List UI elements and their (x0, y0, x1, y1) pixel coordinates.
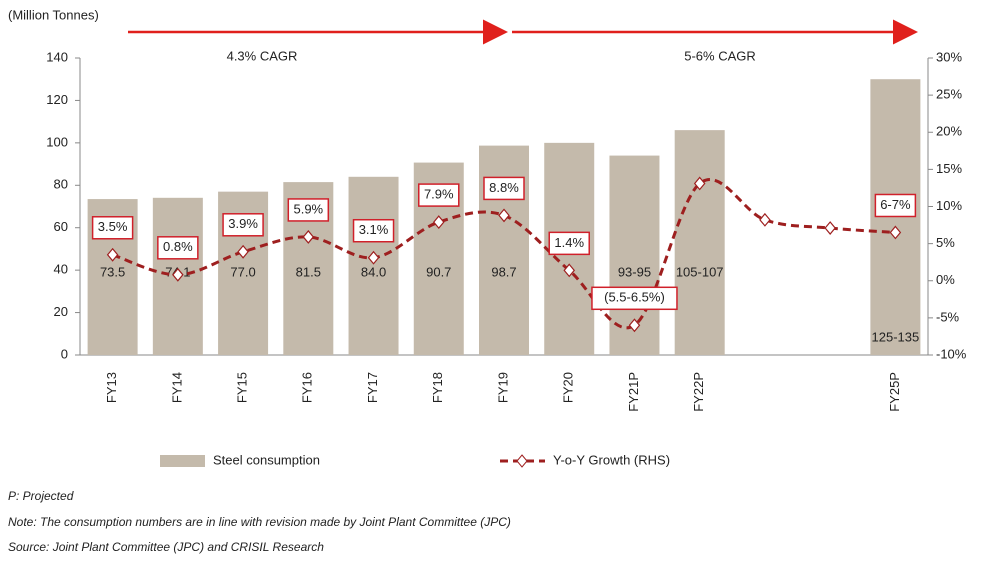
line-label: 3.5% (98, 219, 128, 234)
bar-label: 90.7 (426, 264, 451, 279)
annotation: 4.3% CAGR (227, 48, 298, 63)
y2-tick-label: 5% (936, 235, 955, 250)
bar-label: 73.5 (100, 264, 125, 279)
label-box (483, 176, 525, 201)
line-label: 3.1% (359, 222, 389, 237)
x-tick-label: FY19 (495, 372, 510, 403)
marker (237, 244, 249, 259)
bar-label: 84.0 (361, 264, 386, 279)
label-box (91, 216, 134, 240)
line-label: 6-7% (880, 197, 911, 212)
label-box (591, 286, 678, 311)
x-tick-label: FY15 (235, 372, 250, 403)
y-tick-label: 0 (61, 346, 68, 361)
marker (367, 250, 380, 265)
bar (348, 176, 399, 355)
y2-tick-label: 0% (936, 272, 955, 287)
label-box (418, 183, 460, 207)
label-box (222, 213, 264, 237)
x-tick-label: FY22P (691, 372, 706, 412)
y-tick-label: 100 (46, 134, 68, 149)
y2-tick-label: 10% (936, 198, 962, 213)
y2-tick-label: -5% (936, 309, 960, 324)
legend-swatch (160, 455, 205, 467)
legend-label: Steel consumption (213, 452, 320, 467)
y-tick-label: 80 (54, 177, 68, 192)
bar-label: 105-107 (676, 264, 724, 279)
y-tick-label: 20 (54, 304, 68, 319)
marker (302, 230, 315, 244)
y-tick-label: 40 (54, 262, 68, 277)
label-box (352, 218, 395, 243)
x-tick-label: FY18 (430, 372, 445, 403)
footnote: Source: Joint Plant Committee (JPC) and … (8, 540, 324, 554)
y-tick-label: 60 (54, 219, 68, 234)
bar-label: 77.0 (230, 264, 255, 279)
marker (106, 247, 119, 262)
y2-tick-label: 30% (936, 49, 962, 64)
x-tick-label: FY16 (300, 372, 315, 403)
marker (563, 263, 576, 278)
line-label: 3.9% (228, 216, 258, 231)
marker (824, 221, 836, 235)
annotation: 5-6% CAGR (684, 48, 756, 63)
label-box (287, 198, 330, 222)
unit-label: (Million Tonnes) (8, 7, 99, 22)
bar-label: 98.7 (491, 264, 516, 279)
x-tick-label: FY14 (169, 372, 184, 403)
growth-line (112, 178, 896, 330)
marker (693, 176, 706, 191)
label-box (874, 193, 917, 218)
marker (432, 215, 445, 230)
y2-tick-label: 15% (936, 161, 962, 176)
x-tick-label: FY21P (626, 372, 641, 412)
legend-marker (516, 454, 528, 468)
y2-tick-label: 25% (936, 87, 962, 102)
marker (628, 318, 641, 333)
y-tick-label: 140 (46, 49, 68, 64)
footnote: P: Projected (8, 489, 74, 503)
label-box (157, 236, 199, 260)
bar-label: 125-135 (872, 329, 920, 344)
footnote: Note: The consumption numbers are in lin… (8, 515, 511, 529)
y2-tick-label: 20% (936, 124, 962, 139)
marker (172, 267, 184, 282)
x-tick-label: FY25P (887, 372, 902, 412)
marker (498, 208, 510, 223)
line-label: 7.9% (424, 187, 454, 202)
x-tick-label: FY13 (104, 372, 119, 403)
y2-tick-label: -10% (936, 346, 967, 361)
line-label: 8.8% (489, 180, 519, 195)
legend-label: Y-o-Y Growth (RHS) (553, 452, 670, 467)
marker (759, 212, 771, 227)
line-label: (5.5-6.5%) (604, 290, 665, 305)
y-tick-label: 120 (46, 92, 68, 107)
line-label: 1.4% (554, 235, 584, 250)
label-box (548, 231, 590, 256)
line-label: 0.8% (163, 239, 193, 254)
marker (889, 225, 902, 240)
line-label: 5.9% (293, 201, 323, 216)
bar-label: 81.5 (296, 264, 321, 279)
x-tick-label: FY20 (561, 372, 576, 403)
bar (674, 130, 725, 355)
bar-label: 93-95 (618, 264, 651, 279)
x-tick-label: FY17 (365, 372, 380, 403)
